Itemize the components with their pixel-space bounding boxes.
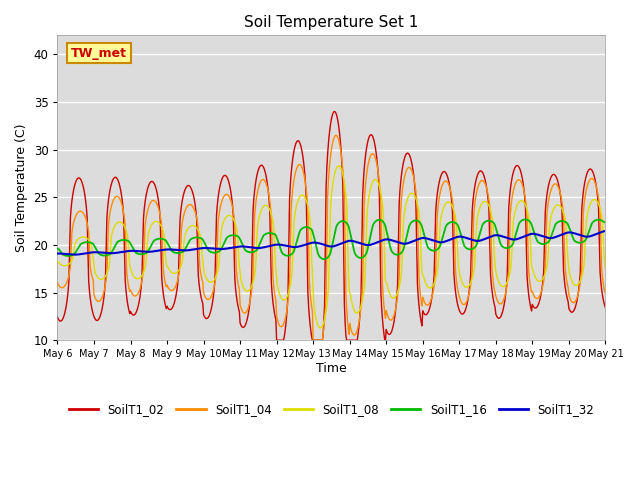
Y-axis label: Soil Temperature (C): Soil Temperature (C) [15,123,28,252]
Title: Soil Temperature Set 1: Soil Temperature Set 1 [244,15,419,30]
Legend: SoilT1_02, SoilT1_04, SoilT1_08, SoilT1_16, SoilT1_32: SoilT1_02, SoilT1_04, SoilT1_08, SoilT1_… [64,398,599,420]
X-axis label: Time: Time [316,362,347,375]
Text: TW_met: TW_met [71,47,127,60]
